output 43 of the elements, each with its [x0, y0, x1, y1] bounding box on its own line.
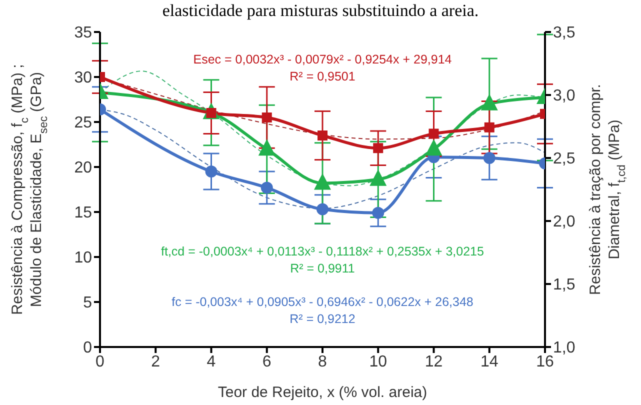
y-tick-label: 30: [74, 70, 92, 87]
annotation: Esec = 0,0032x³ - 0,0079x² - 0,9254x + 29,914 R² = 0,9501: [193, 52, 452, 84]
annotation: ft,cd = -0,0003x⁴ + 0,0113x³ - 0,1118x² + 0,2535x + 3,0215 R² = 0,9911: [161, 244, 484, 276]
x-tick-label: 4: [206, 353, 216, 370]
y2-tick-label: 3,0: [553, 88, 576, 105]
chart-title: elasticidade para misturas substituindo a areia.: [161, 0, 480, 22]
y-tick-label: 35: [74, 24, 92, 42]
x-tick-label: 8: [318, 353, 328, 370]
y2-tick-label: 3,5: [553, 24, 576, 42]
point: [428, 128, 439, 139]
point: [484, 122, 494, 132]
y2-tick-label: 2,5: [553, 150, 576, 168]
x-tick-label: 14: [480, 353, 498, 370]
x-tick-label: 2: [151, 353, 160, 370]
y2-tick-label: 2,0: [553, 214, 576, 231]
point: [205, 166, 218, 178]
x-tick-label: 12: [424, 353, 443, 370]
point: [370, 169, 387, 186]
point: [314, 173, 331, 190]
point: [483, 152, 496, 164]
y2-tick-label: 1,0: [553, 340, 576, 357]
x-tick-label: 10: [369, 353, 388, 370]
point: [425, 139, 442, 156]
y-tick-label: 0: [83, 340, 92, 357]
point: [260, 182, 273, 194]
x-tick-label: 6: [262, 353, 272, 370]
y-tick-label: 25: [74, 114, 92, 132]
annotation: fc = -0,003x⁴ + 0,0905x³ - 0,6946x² - 0,0622x + 26,348 R² = 0,9212: [172, 295, 474, 326]
y-tick-label: 5: [83, 294, 92, 312]
point: [372, 206, 384, 219]
x-tick-label: 16: [536, 353, 554, 370]
point: [480, 94, 498, 110]
x-tick-label: 0: [96, 353, 105, 370]
point: [316, 203, 328, 216]
point: [262, 112, 272, 122]
y-tick-label: 10: [74, 250, 92, 267]
point: [258, 139, 276, 156]
point: [373, 143, 384, 154]
x-axis-title: Teor de Rejeito, x (% vol. areia): [218, 384, 428, 401]
point: [318, 130, 328, 140]
y2-tick-label: 1,5: [553, 276, 576, 294]
y-tick-label: 15: [74, 204, 92, 222]
y-tick-label: 20: [74, 160, 92, 177]
